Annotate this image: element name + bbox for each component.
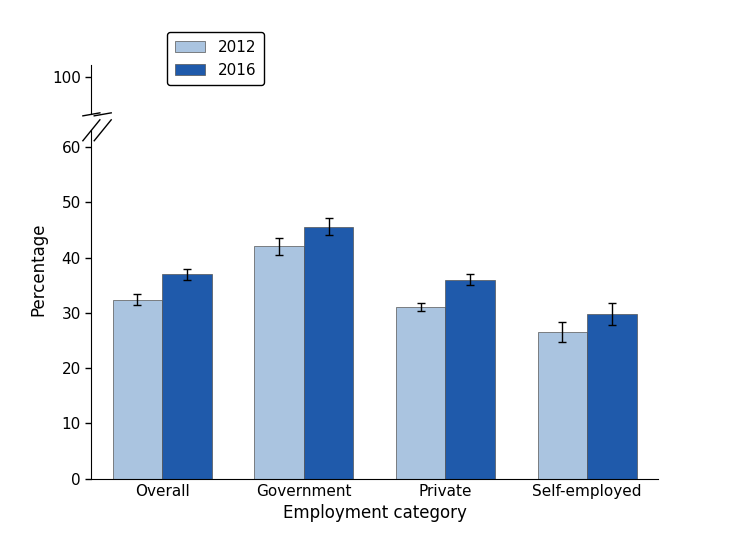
Bar bbox=[537, 332, 587, 479]
Bar bbox=[587, 314, 637, 479]
Bar bbox=[396, 307, 445, 479]
Bar bbox=[304, 226, 353, 479]
Bar bbox=[162, 274, 212, 479]
Text: Percentage: Percentage bbox=[29, 222, 48, 316]
Bar bbox=[113, 300, 162, 479]
Bar bbox=[445, 280, 495, 479]
Legend: 2012, 2016: 2012, 2016 bbox=[167, 32, 264, 86]
X-axis label: Employment category: Employment category bbox=[283, 504, 466, 522]
Bar bbox=[254, 246, 304, 479]
